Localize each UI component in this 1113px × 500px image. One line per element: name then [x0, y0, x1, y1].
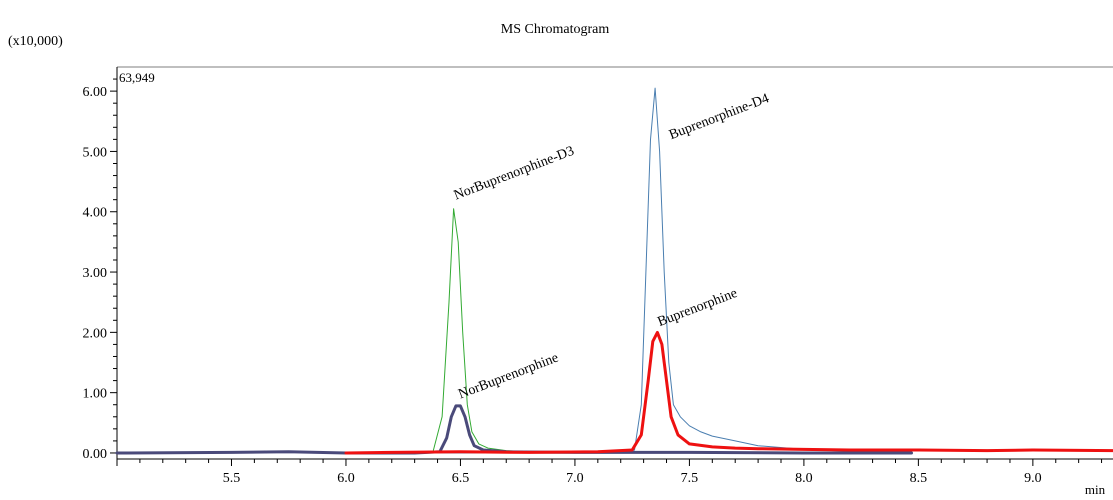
x-tick-label: 8.0 [795, 471, 813, 486]
y-tick-label: 3.00 [83, 266, 108, 281]
chromatogram-trace-2 [345, 87, 912, 454]
y-tick-label: 1.00 [83, 387, 108, 402]
chromatogram-trace-4 [344, 330, 1113, 455]
x-tick-label: 8.5 [910, 471, 928, 486]
y-tick-label: 0.00 [83, 447, 108, 462]
chromatogram-trace-3 [115, 404, 913, 455]
y-tick-label: 2.00 [83, 326, 108, 341]
x-tick-label: 6.5 [452, 471, 470, 486]
plot-area [116, 66, 1113, 460]
x-tick-label: 7.5 [681, 471, 699, 486]
chromatogram-trace-1 [345, 208, 912, 454]
peak-label: NorBuprenorphine-D3 [452, 144, 576, 204]
chart-title: MS Chromatogram [501, 22, 610, 37]
peak-label: Buprenorphine [656, 286, 740, 330]
y-tick-label: 5.00 [83, 145, 108, 160]
peak-label: NorBuprenorphine [457, 351, 561, 403]
peak-labels: NorBuprenorphine-D3 NorBuprenorphine Bupre… [452, 91, 771, 402]
x-tick-label: 5.5 [223, 471, 241, 486]
y-axis: 0.00 1.00 2.00 3.00 4.00 5.00 6.00 [83, 78, 117, 462]
peak-label: Buprenorphine-D4 [667, 91, 771, 143]
series-layer [115, 87, 1113, 455]
max-intensity-label: 63,949 [119, 70, 155, 85]
x-tick-label: 9.0 [1024, 471, 1042, 486]
y-multiplier-label: (x10,000) [8, 34, 63, 49]
x-tick-label: 6.0 [337, 471, 355, 486]
y-tick-label: 4.00 [83, 206, 108, 221]
y-tick-label: 6.00 [83, 85, 108, 100]
x-axis: 5.5 6.0 6.5 7.0 7.5 8.0 8.5 9.0 [116, 459, 1103, 486]
x-axis-unit-label: min [1085, 482, 1106, 497]
x-tick-label: 7.0 [566, 471, 584, 486]
